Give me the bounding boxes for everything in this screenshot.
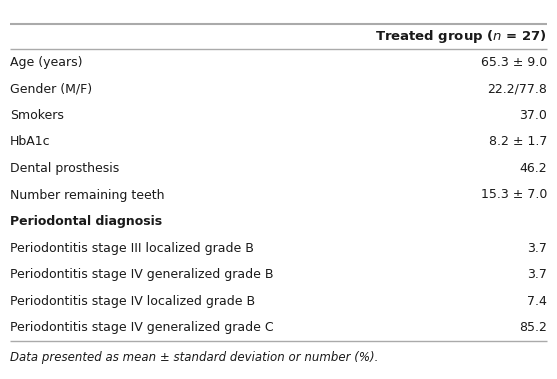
Text: Treated group ($\mathit{n}$ = 27): Treated group ($\mathit{n}$ = 27) <box>375 28 547 45</box>
Text: Periodontal diagnosis: Periodontal diagnosis <box>10 215 162 228</box>
Text: 37.0: 37.0 <box>519 109 547 122</box>
Text: 65.3 ± 9.0: 65.3 ± 9.0 <box>481 56 547 69</box>
Text: 85.2: 85.2 <box>519 321 547 334</box>
Text: 46.2: 46.2 <box>519 162 547 175</box>
Text: Periodontitis stage IV generalized grade C: Periodontitis stage IV generalized grade… <box>10 321 273 334</box>
Text: Periodontitis stage IV localized grade B: Periodontitis stage IV localized grade B <box>10 295 255 308</box>
Text: 22.2/77.8: 22.2/77.8 <box>487 82 547 95</box>
Text: Periodontitis stage IV generalized grade B: Periodontitis stage IV generalized grade… <box>10 268 273 281</box>
Text: 3.7: 3.7 <box>527 268 547 281</box>
Text: Smokers: Smokers <box>10 109 64 122</box>
Text: Periodontitis stage III localized grade B: Periodontitis stage III localized grade … <box>10 241 254 255</box>
Text: Number remaining teeth: Number remaining teeth <box>10 188 164 202</box>
Text: 3.7: 3.7 <box>527 241 547 255</box>
Text: 15.3 ± 7.0: 15.3 ± 7.0 <box>481 188 547 202</box>
Text: Data presented as mean ± standard deviation or number (%).: Data presented as mean ± standard deviat… <box>10 351 378 363</box>
Text: Age (years): Age (years) <box>10 56 82 69</box>
Text: 7.4: 7.4 <box>527 295 547 308</box>
Text: 8.2 ± 1.7: 8.2 ± 1.7 <box>488 135 547 149</box>
Text: Dental prosthesis: Dental prosthesis <box>10 162 119 175</box>
Text: Gender (M/F): Gender (M/F) <box>10 82 92 95</box>
Text: HbA1c: HbA1c <box>10 135 51 149</box>
